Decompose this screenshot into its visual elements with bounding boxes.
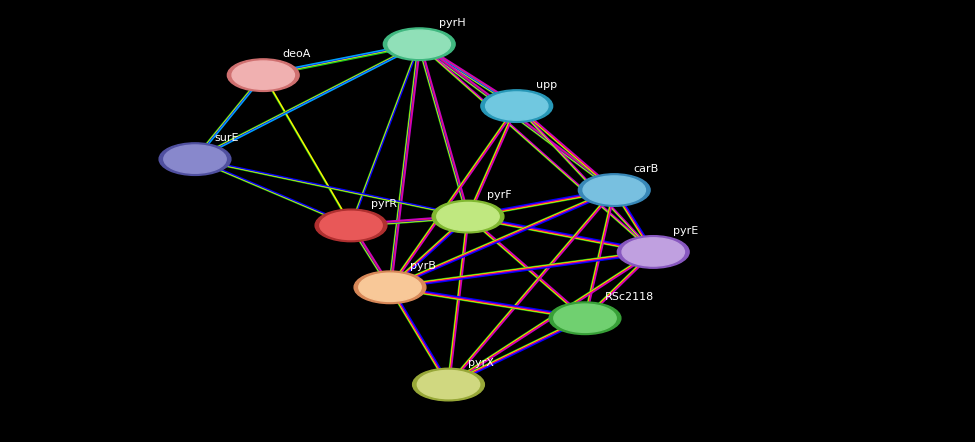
Text: surE: surE <box>214 133 239 143</box>
Circle shape <box>227 59 299 91</box>
Circle shape <box>412 368 485 401</box>
Circle shape <box>437 202 499 231</box>
Circle shape <box>159 143 231 175</box>
Circle shape <box>583 176 645 204</box>
Text: pyrE: pyrE <box>673 225 698 236</box>
Circle shape <box>486 92 548 120</box>
Circle shape <box>432 200 504 233</box>
Text: RSc2118: RSc2118 <box>604 292 654 302</box>
Circle shape <box>232 61 294 89</box>
Circle shape <box>164 145 226 173</box>
Circle shape <box>417 370 480 399</box>
Text: pyrX: pyrX <box>468 358 494 368</box>
Text: pyrH: pyrH <box>439 18 465 28</box>
Text: pyrB: pyrB <box>410 261 436 271</box>
Circle shape <box>554 304 616 332</box>
Circle shape <box>481 90 553 122</box>
Text: pyrR: pyrR <box>370 199 397 209</box>
Text: upp: upp <box>536 80 558 90</box>
Circle shape <box>549 302 621 335</box>
Circle shape <box>320 211 382 240</box>
Circle shape <box>354 271 426 304</box>
Circle shape <box>383 28 455 61</box>
Circle shape <box>617 236 689 268</box>
Text: carB: carB <box>634 164 659 174</box>
Circle shape <box>622 238 684 266</box>
Circle shape <box>388 30 450 58</box>
Circle shape <box>578 174 650 206</box>
Circle shape <box>315 209 387 242</box>
Text: pyrF: pyrF <box>488 190 512 200</box>
Circle shape <box>359 273 421 301</box>
Text: deoA: deoA <box>283 49 311 59</box>
